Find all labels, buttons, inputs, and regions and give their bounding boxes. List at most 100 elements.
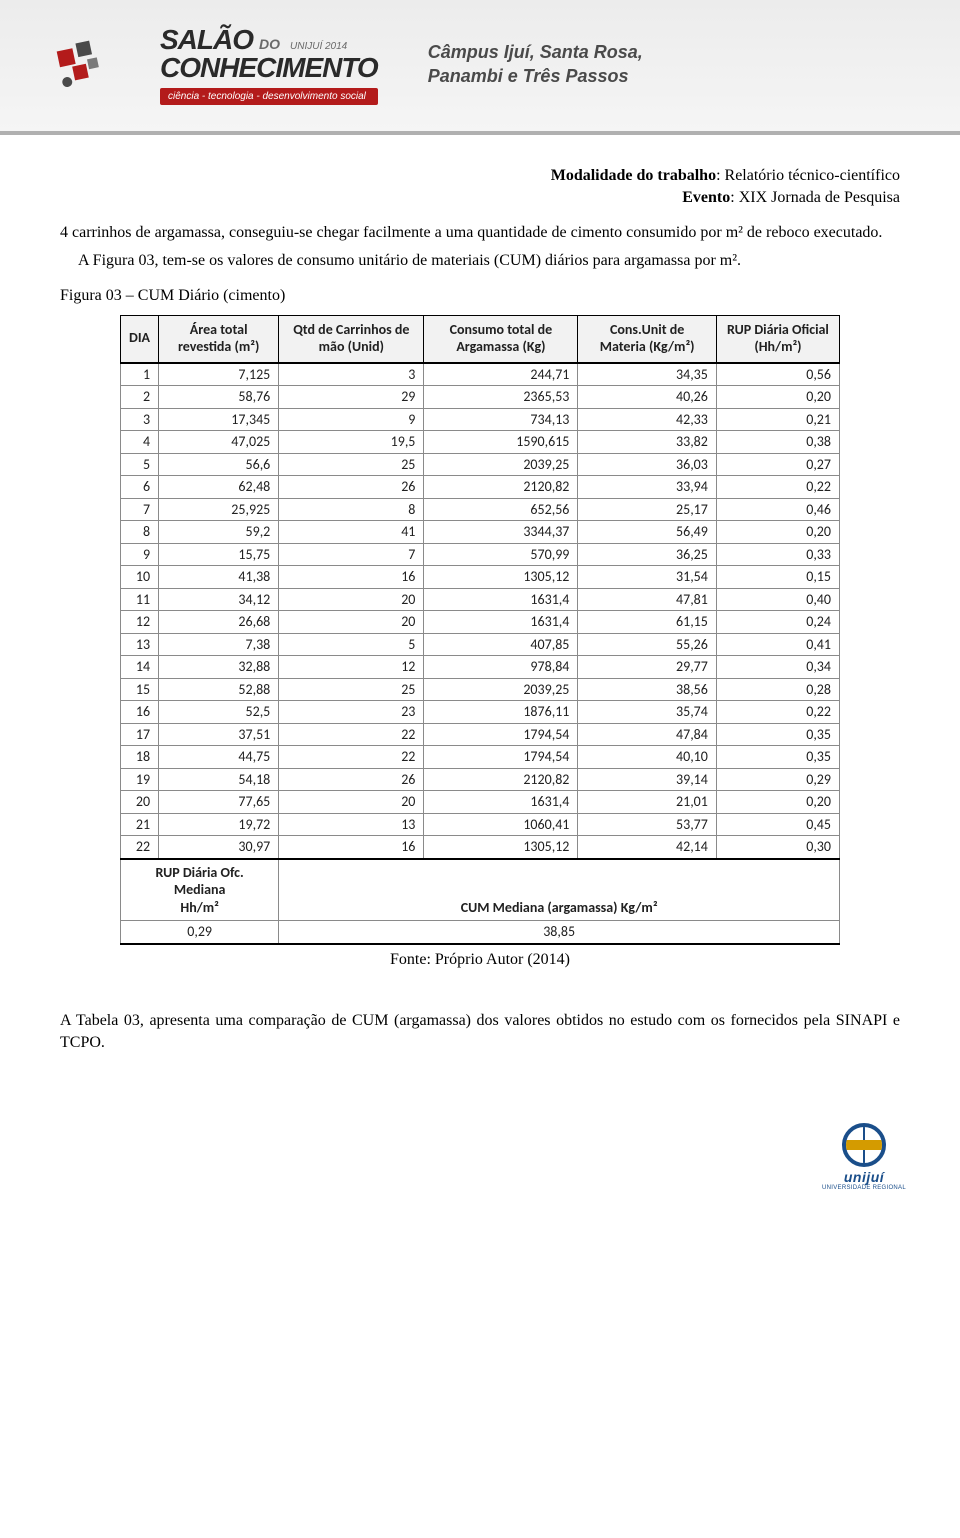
table-row: 2119,72131060,4153,770,45: [121, 813, 840, 836]
table-cell: 34,12: [159, 588, 279, 611]
table-row: 137,385407,8555,260,41: [121, 633, 840, 656]
banner-campus-line2: Panambi e Três Passos: [428, 65, 643, 88]
table-cell: 25,925: [159, 498, 279, 521]
table-cell: 41: [279, 521, 424, 544]
table-cell: 1876,11: [424, 701, 578, 724]
table-cell: 2: [121, 386, 159, 409]
figure-caption: Figura 03 – CUM Diário (cimento): [60, 285, 900, 307]
table-cell: 1305,12: [424, 836, 578, 859]
summary-left-label: RUP Diária Ofc. Mediana Hh/m²: [121, 859, 279, 921]
table-cell: 32,88: [159, 656, 279, 679]
table-cell: 23: [279, 701, 424, 724]
table-row: 915,757570,9936,250,33: [121, 543, 840, 566]
table-cell: 2039,25: [424, 678, 578, 701]
table-cell: 0,29: [716, 768, 839, 791]
table-cell: 25: [279, 453, 424, 476]
table-cell: 19: [121, 768, 159, 791]
table-cell: 33,82: [578, 431, 716, 454]
table-cell: 26: [279, 476, 424, 499]
table-cell: 3344,37: [424, 521, 578, 544]
table-cell: 20: [121, 791, 159, 814]
table-cell: 1794,54: [424, 746, 578, 769]
table-cell: 0,56: [716, 363, 839, 386]
table-cell: 17,345: [159, 408, 279, 431]
table-cell: 7: [121, 498, 159, 521]
table-cell: 40,10: [578, 746, 716, 769]
table-cell: 56,6: [159, 453, 279, 476]
table-cell: 8: [121, 521, 159, 544]
table-row: 1844,75221794,5440,100,35: [121, 746, 840, 769]
table-cell: 54,18: [159, 768, 279, 791]
document-meta: Modalidade do trabalho: Relatório técnic…: [0, 135, 960, 222]
table-cell: 5: [121, 453, 159, 476]
table-cell: 1631,4: [424, 611, 578, 634]
table-cell: 7,38: [159, 633, 279, 656]
table-cell: 10: [121, 566, 159, 589]
table-cell: 0,20: [716, 521, 839, 544]
table-row: 1226,68201631,461,150,24: [121, 611, 840, 634]
cum-table: DIA Área total revestida (m²) Qtd de Car…: [120, 315, 840, 945]
table-cell: 3: [279, 363, 424, 386]
table-cell: 0,34: [716, 656, 839, 679]
event-banner: SALÃO DO UNIJUÍ 2014 CONHECIMENTO ciênci…: [0, 0, 960, 135]
figure-source: Fonte: Próprio Autor (2014): [60, 949, 900, 971]
col-carrinhos: Qtd de Carrinhos de mão (Unid): [279, 315, 424, 362]
table-cell: 14: [121, 656, 159, 679]
table-cell: 0,24: [716, 611, 839, 634]
table-cell: 47,025: [159, 431, 279, 454]
table-cell: 734,13: [424, 408, 578, 431]
table-row: 1954,18262120,8239,140,29: [121, 768, 840, 791]
table-cell: 18: [121, 746, 159, 769]
table-cell: 4: [121, 431, 159, 454]
table-cell: 0,28: [716, 678, 839, 701]
banner-campus-line1: Câmpus Ijuí, Santa Rosa,: [428, 41, 643, 64]
table-cell: 1631,4: [424, 791, 578, 814]
table-cell: 407,85: [424, 633, 578, 656]
table-cell: 244,71: [424, 363, 578, 386]
table-cell: 53,77: [578, 813, 716, 836]
table-cell: 19,72: [159, 813, 279, 836]
table-cell: 17: [121, 723, 159, 746]
table-cell: 0,30: [716, 836, 839, 859]
table-cell: 9: [279, 408, 424, 431]
table-cell: 5: [279, 633, 424, 656]
unijui-brand: unijuí: [822, 1169, 906, 1185]
table-cell: 0,20: [716, 791, 839, 814]
banner-word-conhecimento: CONHECIMENTO: [160, 52, 378, 84]
summary-right-label: CUM Mediana (argamassa) Kg/m²: [279, 859, 840, 921]
table-cell: 61,15: [578, 611, 716, 634]
table-cell: 2120,82: [424, 768, 578, 791]
table-cell: 0,41: [716, 633, 839, 656]
table-cell: 1631,4: [424, 588, 578, 611]
table-cell: 3: [121, 408, 159, 431]
table-row: 447,02519,51590,61533,820,38: [121, 431, 840, 454]
table-cell: 1060,41: [424, 813, 578, 836]
table-row: 1552,88252039,2538,560,28: [121, 678, 840, 701]
paragraph-3: A Tabela 03, apresenta uma comparação de…: [60, 1010, 900, 1053]
table-row: 1737,51221794,5447,840,35: [121, 723, 840, 746]
banner-unijui-year: UNIJUÍ 2014: [290, 41, 347, 52]
table-cell: 19,5: [279, 431, 424, 454]
table-cell: 26: [279, 768, 424, 791]
col-rup: RUP Diária Oficial (Hh/m²): [716, 315, 839, 362]
table-cell: 29,77: [578, 656, 716, 679]
table-cell: 0,46: [716, 498, 839, 521]
summary-right-value: 38,85: [279, 921, 840, 944]
table-row: 1652,5231876,1135,740,22: [121, 701, 840, 724]
table-cell: 31,54: [578, 566, 716, 589]
table-cell: 21,01: [578, 791, 716, 814]
table-cell: 1590,615: [424, 431, 578, 454]
table-row: 1041,38161305,1231,540,15: [121, 566, 840, 589]
table-cell: 25: [279, 678, 424, 701]
table-cell: 0,27: [716, 453, 839, 476]
table-cell: 6: [121, 476, 159, 499]
unijui-logo: unijuí UNIVERSIDADE REGIONAL: [822, 1123, 906, 1191]
table-container: DIA Área total revestida (m²) Qtd de Car…: [60, 315, 900, 945]
table-cell: 20: [279, 588, 424, 611]
col-dia: DIA: [121, 315, 159, 362]
table-cell: 34,35: [578, 363, 716, 386]
table-cell: 55,26: [578, 633, 716, 656]
meta-modalidade-value: : Relatório técnico-científico: [716, 167, 900, 184]
table-cell: 47,81: [578, 588, 716, 611]
banner-title-block: SALÃO DO UNIJUÍ 2014 CONHECIMENTO ciênci…: [160, 24, 378, 105]
